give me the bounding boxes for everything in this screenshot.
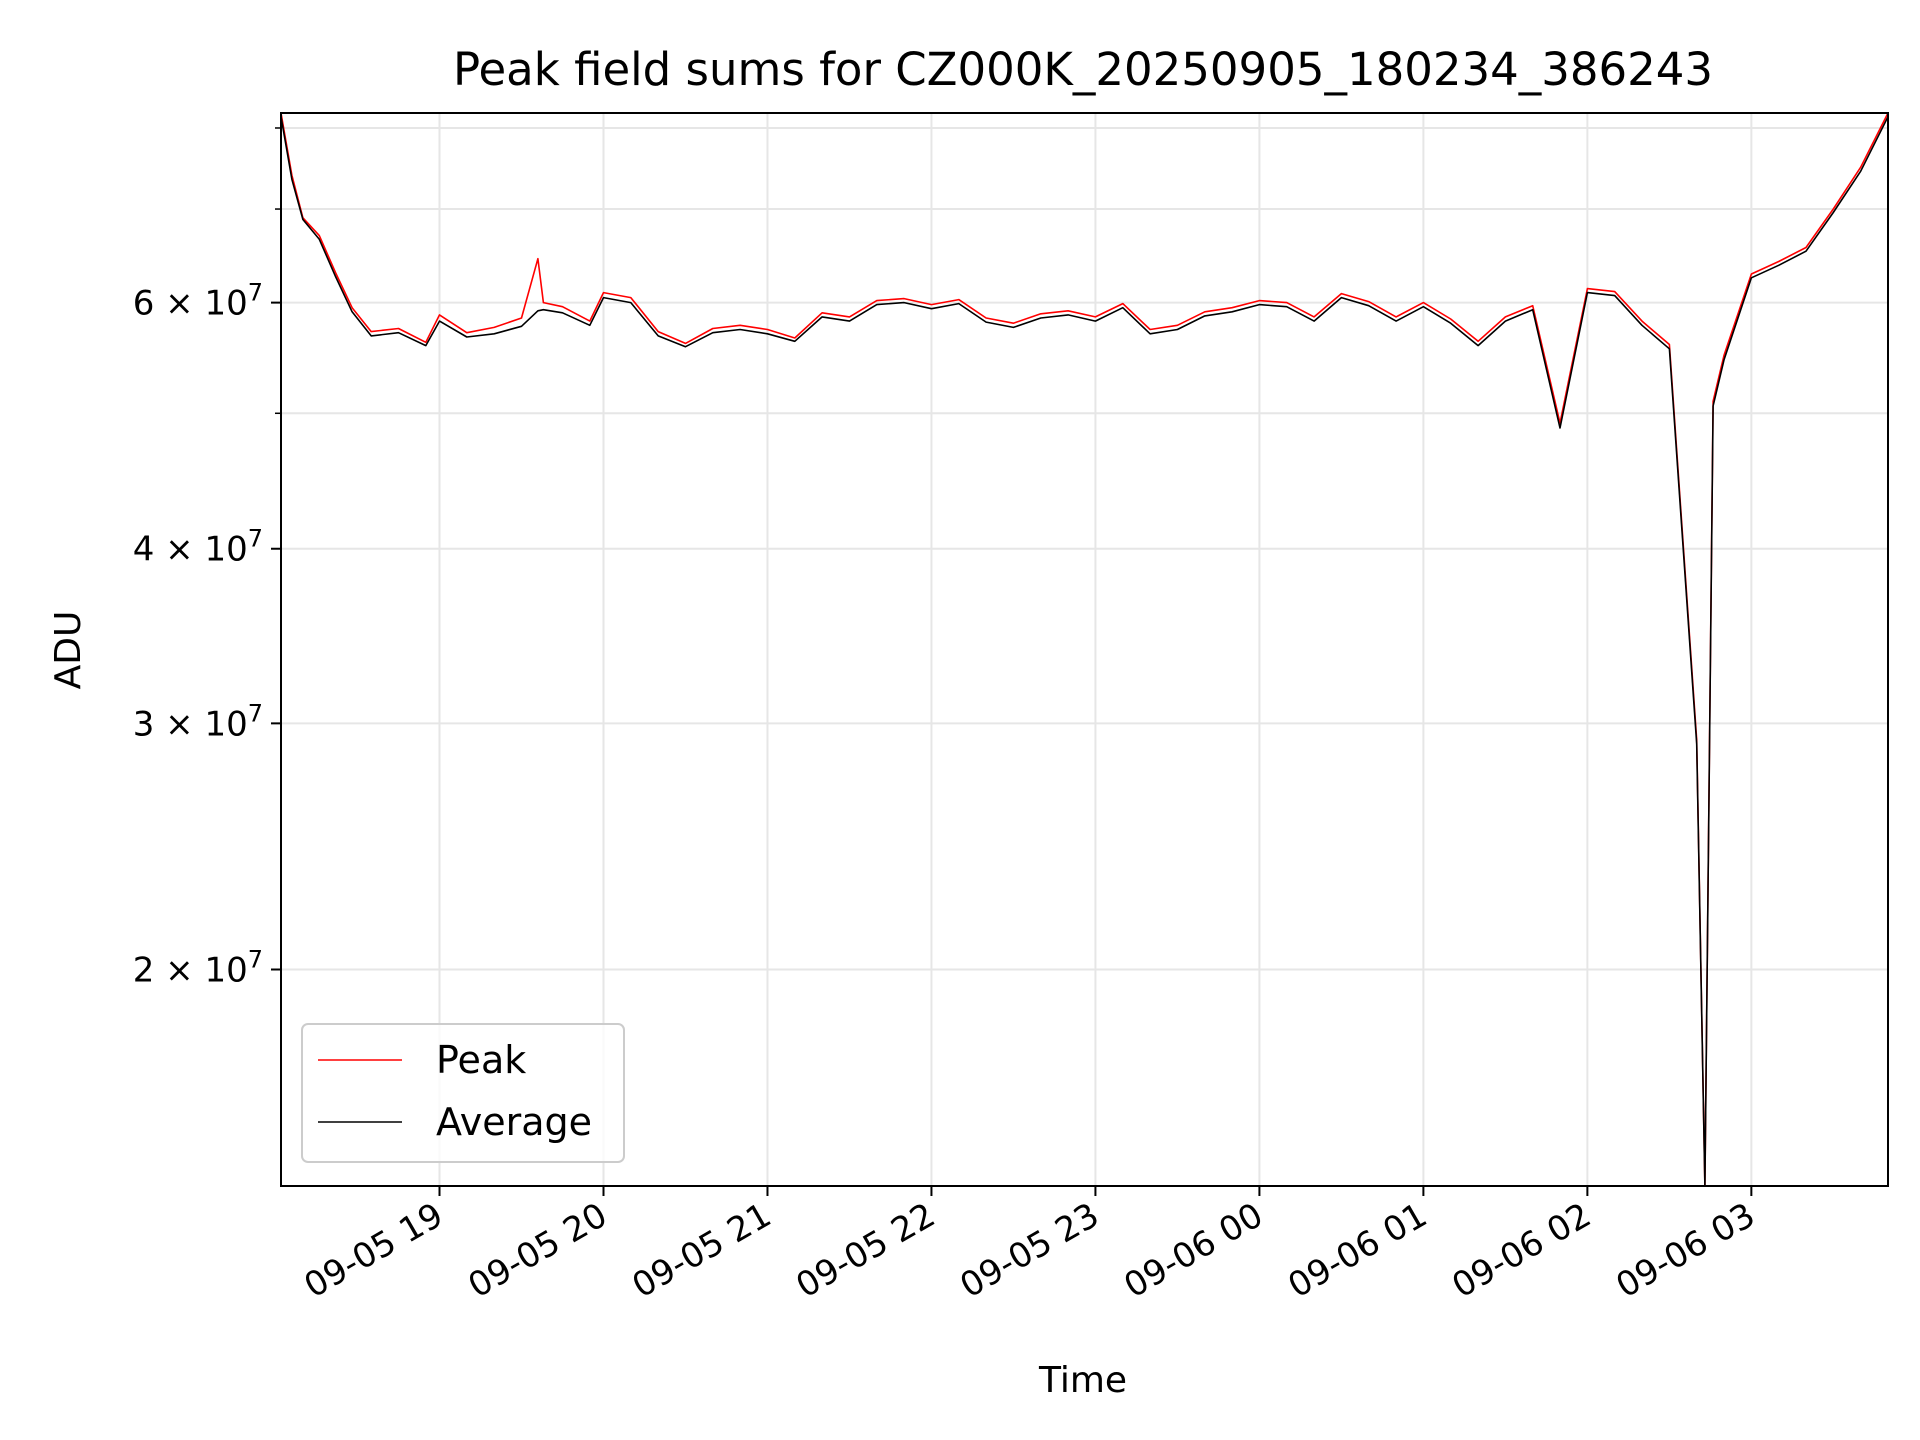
y-tick-label: 3 × 107 — [133, 699, 263, 744]
chart-title: Peak field sums for CZ000K_20250905_1802… — [453, 43, 1713, 96]
series-layer — [280, 112, 1889, 1187]
y-tick-label: 2 × 107 — [133, 945, 263, 990]
y-axis-label: ADU — [48, 611, 89, 690]
legend: Peak Average — [301, 1023, 625, 1163]
x-axis-label: Time — [1038, 1360, 1127, 1401]
legend-box — [301, 1023, 625, 1163]
legend-label-average: Average — [436, 1100, 592, 1144]
y-tick-label: 6 × 107 — [133, 279, 263, 324]
y-tick-label: 4 × 107 — [133, 525, 263, 570]
legend-label-peak: Peak — [436, 1038, 526, 1082]
series-line-average — [280, 116, 1889, 1187]
series-line-peak — [280, 112, 1889, 1187]
plot-frame — [280, 112, 1889, 1187]
